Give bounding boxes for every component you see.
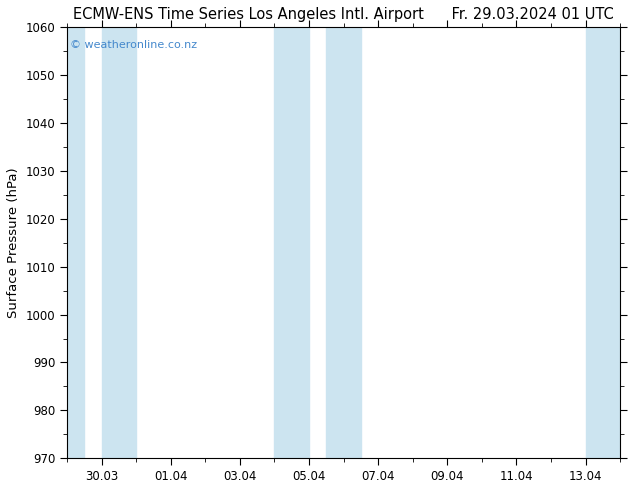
Bar — [101, 27, 136, 458]
Bar — [275, 27, 309, 458]
Text: © weatheronline.co.nz: © weatheronline.co.nz — [70, 40, 197, 50]
Y-axis label: Surface Pressure (hPa): Surface Pressure (hPa) — [7, 168, 20, 318]
Bar — [586, 27, 620, 458]
Bar — [327, 27, 361, 458]
Title: ECMW-ENS Time Series Los Angeles Intl. Airport      Fr. 29.03.2024 01 UTC: ECMW-ENS Time Series Los Angeles Intl. A… — [73, 7, 614, 22]
Bar — [67, 27, 84, 458]
